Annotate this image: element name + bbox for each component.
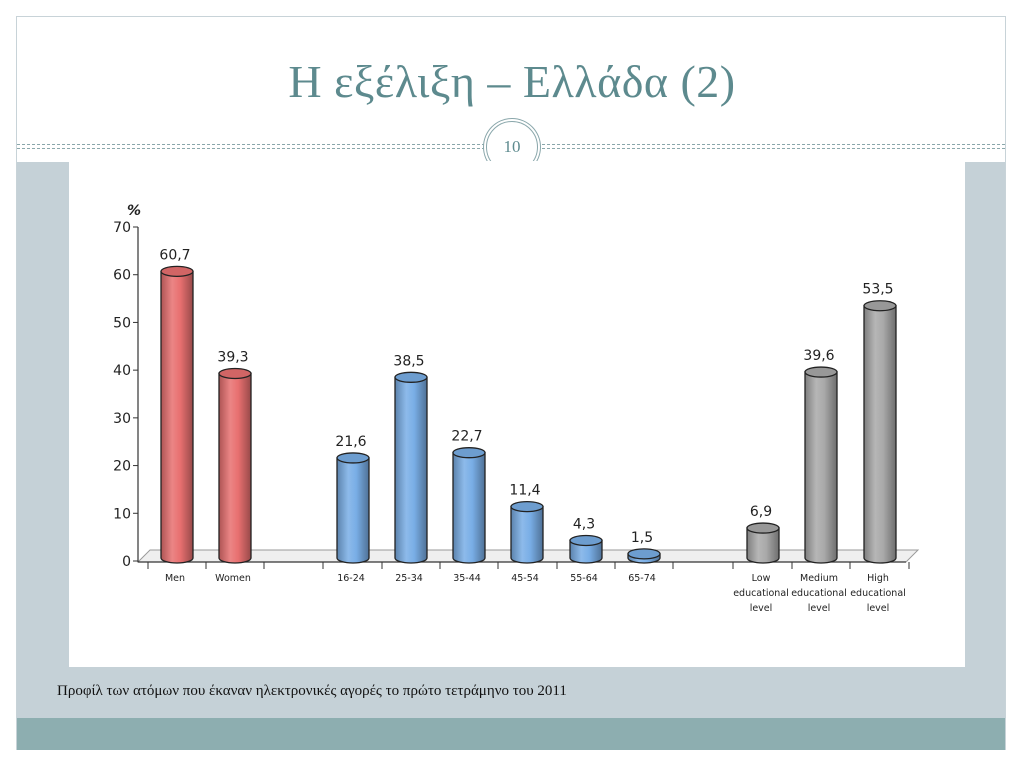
bar-high-educational-level [863, 305, 897, 564]
y-tick-label: 20 [113, 459, 131, 475]
bar-top [863, 300, 897, 312]
data-label: 39,3 [217, 349, 248, 365]
chart-panel: 0 10 20 30 40 50 60 70% 60,7 Men 39,3 Women 21,6 16-2… [69, 161, 965, 667]
x-tick-label: 16-24 [337, 573, 365, 584]
data-label: 38,5 [393, 353, 424, 369]
bar-low-educational-level [746, 527, 780, 564]
bar-chart: 0 10 20 30 40 50 60 70% 60,7 Men 39,3 Women 21,6 16-2… [113, 203, 920, 614]
x-tick-label: Men [165, 573, 185, 584]
y-axis-label: % [127, 203, 141, 219]
data-label: 21,6 [335, 434, 366, 450]
x-tick-label: Low [752, 573, 771, 584]
data-label: 6,9 [750, 504, 772, 520]
y-tick-label: 60 [113, 268, 131, 284]
data-label: 60,7 [159, 247, 190, 263]
data-label: 1,5 [631, 530, 653, 546]
x-tick-label: 55-64 [570, 573, 598, 584]
bar-top [804, 366, 838, 378]
y-tick-label: 70 [113, 220, 131, 236]
bar-top [746, 522, 780, 534]
bar-25-34 [394, 376, 428, 564]
x-tick-label: 45-54 [511, 573, 539, 584]
data-label: 53,5 [862, 282, 893, 298]
bar-55-64 [569, 539, 603, 564]
slide-title: Η εξέλιξη – Ελλάδα (2) [288, 56, 736, 107]
bar-top [160, 265, 194, 278]
chart-caption: Προφίλ των ατόμων που έκαναν ηλεκτρονικέ… [57, 683, 567, 699]
bar-45-54 [510, 505, 544, 564]
x-tick-label: educational [733, 588, 789, 599]
data-label: 22,7 [451, 429, 482, 445]
bar-16-24 [336, 457, 370, 564]
x-tick-label: Women [215, 573, 251, 584]
y-tick-label: 50 [113, 315, 131, 331]
y-tick-label: 10 [113, 506, 131, 522]
bar-top [336, 452, 370, 464]
x-tick-label: level [867, 603, 890, 614]
x-tick-label: 25-34 [395, 573, 423, 584]
bar-top [218, 367, 252, 380]
bar-medium-educational-level [804, 371, 838, 564]
bar-top [627, 548, 661, 560]
x-tick-label: educational [850, 588, 906, 599]
data-label: 4,3 [573, 516, 595, 532]
bar-top [569, 534, 603, 547]
bar-35-44 [452, 452, 486, 564]
bar-men [160, 270, 194, 564]
x-tick-label: High [867, 573, 889, 584]
bar-top [452, 447, 486, 459]
bar-top [394, 371, 428, 383]
slide: Η εξέλιξη – Ελλάδα (2) 10 0 10 20 30 40 50 60 7… [16, 16, 1006, 750]
x-tick-label: 65-74 [628, 573, 656, 584]
x-tick-label: educational [791, 588, 847, 599]
x-tick-label: level [808, 603, 831, 614]
x-tick-label: level [750, 603, 773, 614]
bar-top [510, 500, 544, 513]
y-tick-label: 30 [113, 411, 131, 427]
data-label: 39,6 [803, 348, 834, 364]
footer-band [17, 718, 1005, 750]
x-tick-label: Medium [800, 573, 838, 584]
data-label: 11,4 [509, 483, 540, 499]
x-tick-label: 35-44 [453, 573, 481, 584]
y-tick-label: 0 [122, 554, 131, 570]
bar-women [218, 372, 252, 564]
y-tick-label: 40 [113, 363, 131, 379]
